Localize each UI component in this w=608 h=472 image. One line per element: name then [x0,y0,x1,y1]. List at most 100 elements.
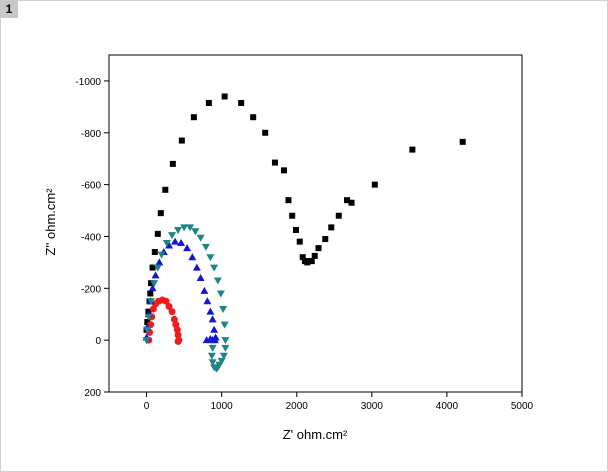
data-point [154,230,161,237]
data-point [217,357,226,365]
data-marks [142,93,466,373]
data-point [213,277,222,285]
x-tick-label: 1000 [211,401,234,412]
data-point [169,160,176,167]
data-point [335,212,342,219]
data-point [178,137,185,144]
data-point [459,138,466,145]
data-point [191,228,200,236]
data-point [180,224,189,232]
data-point [205,99,212,106]
data-point [148,280,155,287]
data-point [210,325,219,333]
data-point [289,212,296,219]
data-point [371,181,378,188]
data-point [157,251,166,259]
data-point [328,224,335,231]
y-tick-label: -400 [81,232,101,243]
data-point [162,186,169,193]
data-point [221,93,228,100]
y-axis-ticks: -1000 -800 -600 -400 -200 0 200 [75,77,109,399]
data-point [173,326,181,334]
data-point [168,308,176,316]
y-tick-label: -1000 [75,77,101,88]
data-point [201,243,210,251]
x-axis-ticks: 0 1000 2000 3000 4000 5000 [144,392,534,412]
y-tick-label: -600 [81,181,101,192]
data-point [292,226,299,233]
data-point [174,331,182,339]
data-point [348,199,355,206]
data-point [216,290,225,298]
data-point [162,297,170,305]
data-point [238,99,245,106]
data-point [207,352,216,360]
data-point [192,263,201,271]
plot-area [108,54,523,393]
y-tick-label: -200 [81,284,101,295]
data-point [162,239,171,247]
data-point [165,241,174,249]
data-point [208,359,217,367]
data-point [221,337,230,345]
data-point [219,306,228,314]
x-tick-label: 0 [144,401,150,412]
data-point [308,258,315,265]
data-point [206,307,215,315]
data-point [311,252,318,259]
data-point [149,264,156,271]
x-tick-label: 3000 [361,401,384,412]
data-point [315,245,322,252]
data-point [196,234,205,242]
data-point [208,344,217,352]
x-tick-label: 4000 [436,401,459,412]
data-point [296,238,303,245]
data-point [208,315,217,323]
data-point [168,232,177,240]
data-point [322,236,329,243]
data-point [144,319,151,326]
data-point [299,254,306,261]
data-point [285,197,292,204]
y-tick-label: 0 [95,336,101,347]
data-point [155,258,164,266]
data-point [151,271,160,279]
panel-label: 1 [0,0,18,18]
data-point [143,326,152,334]
data-point [148,284,157,292]
data-point [344,197,351,204]
x-tick-label: 5000 [511,401,534,412]
data-point [142,337,151,345]
data-point [171,237,180,245]
data-point [144,313,153,321]
data-point [174,337,182,345]
x-tick-label: 2000 [286,401,309,412]
y-tick-label: -800 [81,129,101,140]
data-point [188,253,197,261]
x-axis-title: Z' ohm.cm² [283,427,348,442]
data-point [210,264,219,272]
data-point [174,226,183,234]
data-point [196,273,205,281]
data-point [186,224,195,232]
data-point [220,321,229,329]
data-point [150,280,159,288]
series-3-triangle-down [142,224,230,373]
data-point [151,249,158,256]
data-point [147,290,154,297]
data-point [280,167,287,174]
data-point [165,302,173,310]
data-point [271,159,278,166]
data-point [177,238,186,246]
data-point [202,336,211,344]
data-point [183,244,192,252]
data-point [219,352,228,360]
data-point [221,344,230,352]
data-point [157,210,164,217]
y-axis-title: Z'' ohm.cm² [43,188,58,256]
data-point [210,364,219,372]
data-point [206,254,215,262]
data-point [153,264,162,272]
series-2-triangle-up [142,237,220,344]
